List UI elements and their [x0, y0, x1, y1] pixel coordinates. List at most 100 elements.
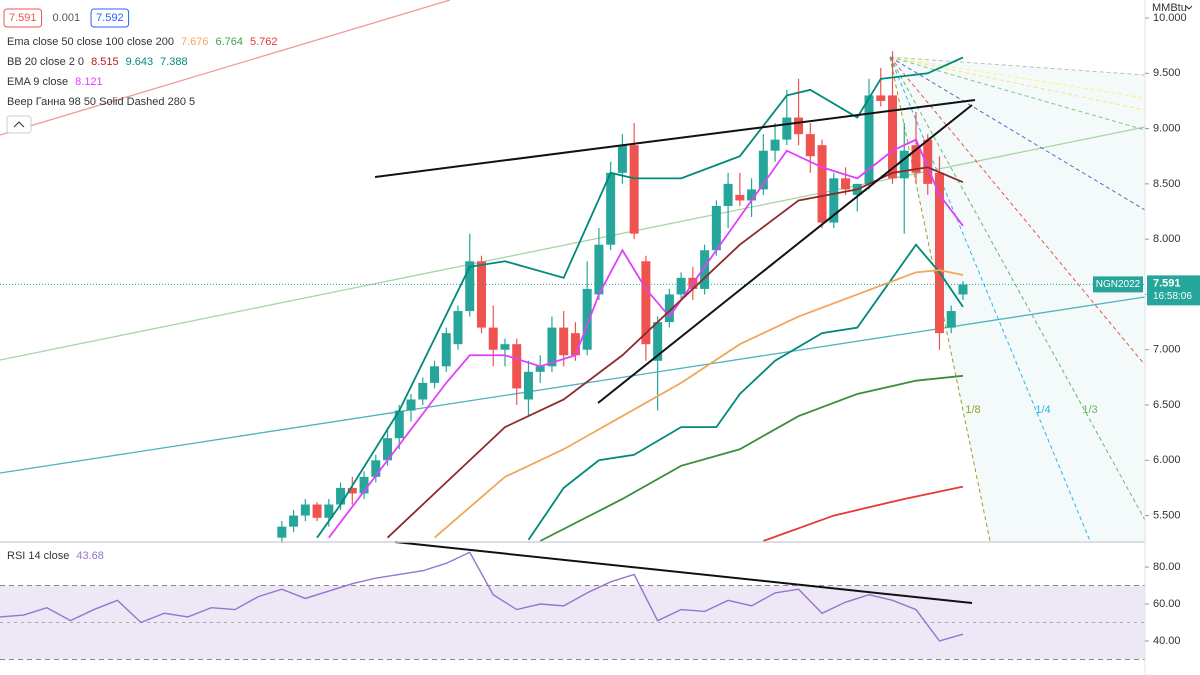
candle-body — [829, 178, 839, 223]
candle-body — [629, 145, 639, 234]
candle-body — [923, 139, 933, 184]
price-box-label: 0.001 — [53, 12, 81, 24]
price-label: 7.591 — [1153, 277, 1181, 289]
legend-value: 8.515 — [91, 56, 119, 68]
candle-body — [523, 371, 533, 400]
y-tick-label: 9.000 — [1153, 122, 1181, 134]
symbol-label: NGN2022 — [1096, 279, 1141, 290]
candle-body — [946, 311, 956, 328]
collapse-icon — [13, 121, 25, 128]
legend-value: 7.676 — [181, 36, 209, 48]
candle-body — [958, 284, 968, 295]
trend-line — [597, 104, 973, 404]
candle-body — [453, 311, 463, 345]
candle-body — [535, 366, 545, 372]
marks — [0, 51, 1145, 660]
price-box-frame — [47, 9, 86, 27]
candle-body — [911, 145, 921, 173]
symbol-box — [1093, 276, 1143, 293]
candle-body — [547, 327, 557, 367]
candle-body — [700, 250, 710, 289]
candle-body — [371, 460, 381, 477]
y-tick-label: 80.00 — [1153, 561, 1181, 573]
candle-body — [782, 117, 792, 140]
y-tick-label: 6.000 — [1153, 454, 1181, 466]
candle-body — [430, 366, 440, 383]
drawings — [0, 0, 1146, 542]
y-tick-label: 9.500 — [1153, 67, 1181, 79]
candle-body — [582, 288, 592, 350]
trend-line — [0, 126, 1146, 361]
fan-label: 1/3 — [1082, 404, 1097, 416]
indicator-line — [386, 166, 964, 539]
candle-body — [864, 95, 874, 184]
candle-body — [559, 327, 569, 356]
candle-body — [770, 139, 780, 151]
candle-body — [758, 150, 768, 190]
trendlines — [374, 99, 976, 404]
collapse-button[interactable] — [6, 115, 32, 134]
y-tick-label: 60.00 — [1153, 598, 1181, 610]
y-tick-label: 40.00 — [1153, 635, 1181, 647]
candle-body — [676, 277, 686, 295]
candle-body — [735, 194, 745, 201]
candle-body — [406, 399, 416, 411]
candle-body — [747, 189, 757, 201]
legend-value: 9.643 — [126, 56, 154, 68]
legend-value: 8.121 — [75, 76, 103, 88]
trend-line — [394, 541, 973, 604]
fan-label: 1/4 — [1035, 404, 1050, 416]
indicator-line — [527, 243, 964, 541]
candle-body — [347, 487, 357, 494]
candle-body — [794, 117, 804, 135]
candle-body — [441, 333, 451, 367]
candle-body — [300, 504, 310, 516]
price-box-frame — [3, 8, 43, 28]
legend-text: EMA 9 close — [7, 76, 68, 88]
candle-body — [841, 178, 851, 190]
legend-text: Ema close 50 close 100 close 200 — [7, 36, 174, 48]
legend: 7.591 0.001 7.592 Ema close 50 close 100 cl… — [3, 8, 278, 108]
candle-body — [312, 504, 322, 518]
trend-line — [0, 0, 451, 136]
indicator-line — [539, 374, 964, 542]
candle-body — [277, 526, 287, 538]
candle-body — [488, 327, 498, 350]
unit-label: MMBtu — [1152, 2, 1187, 14]
candle-body — [817, 145, 827, 223]
candle-body — [500, 344, 510, 350]
candle-body — [606, 172, 616, 245]
price-box-frame — [90, 8, 130, 28]
rsi-line — [0, 551, 964, 642]
y-tick-label: 7.000 — [1153, 344, 1181, 356]
legend-text: BB 20 close 2 0 — [7, 56, 84, 68]
fan-fill — [890, 57, 1145, 541]
candle-body — [876, 95, 886, 101]
y-tick-label: 8.000 — [1153, 233, 1181, 245]
candle-body — [664, 294, 674, 323]
y-tick-label: 5.500 — [1153, 509, 1181, 521]
candle-body — [465, 261, 475, 312]
y-tick-label: 6.500 — [1153, 399, 1181, 411]
fan-label: 1/8 — [965, 404, 980, 416]
candle-body — [359, 476, 369, 494]
y-tick-label: 8.500 — [1153, 178, 1181, 190]
price-box — [1147, 275, 1200, 306]
candle-body — [888, 95, 898, 179]
indicator-line — [433, 269, 964, 539]
candle-body — [723, 183, 733, 206]
candle-body — [805, 134, 815, 157]
legend-text: Веер Ганна 98 50 Solid Dashed 280 5 — [7, 96, 195, 108]
candle-body — [653, 322, 663, 361]
candle-body — [641, 261, 651, 345]
candle-body — [336, 487, 346, 505]
y-tick-label: 10.000 — [1153, 12, 1187, 24]
legend-value: 6.764 — [215, 36, 243, 48]
candle-body — [570, 333, 580, 356]
dropdown-icon[interactable] — [1185, 5, 1193, 10]
legend-value: 5.762 — [250, 36, 278, 48]
candle-body — [289, 515, 299, 527]
candle-body — [418, 382, 428, 400]
indicator-line — [763, 485, 964, 542]
